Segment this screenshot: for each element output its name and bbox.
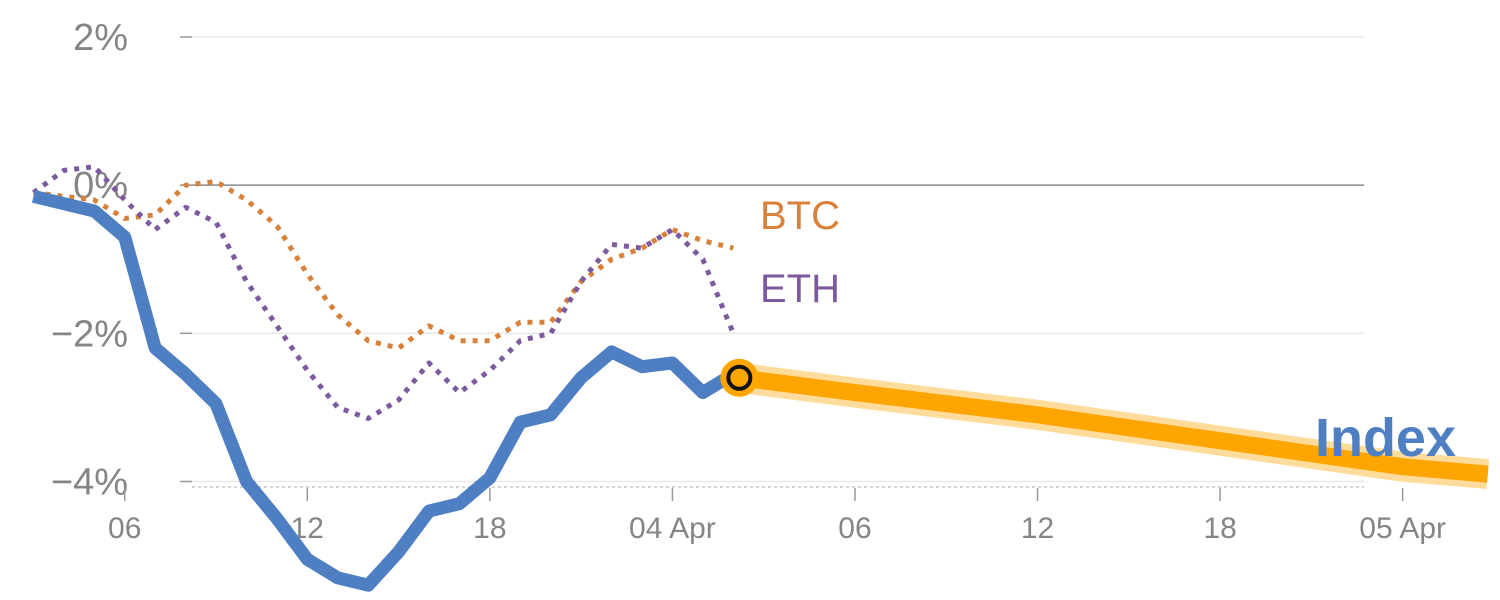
y-tick-label: −2% [51,313,128,355]
series-lines [31,164,737,592]
x-tick-label: 12 [1021,512,1054,545]
x-tick-label: 18 [473,512,506,545]
forecast-band [737,362,1490,490]
series-labels: BTC ETH Index [760,194,1456,468]
x-tick-label: 06 [838,512,871,545]
series-line-btc [33,179,734,351]
series-label-btc: BTC [760,194,840,238]
y-tick-label: 2% [73,17,128,59]
y-axis: 2%0%−2%−4% [51,17,192,503]
x-tick-label: 18 [1203,512,1236,545]
current-point-dot [726,364,753,391]
current-value-marker [720,358,759,397]
series-label-eth: ETH [760,267,840,311]
x-axis: 06 12 18 04 Apr 06 12 18 05 Apr [108,488,1446,545]
series-line-index [31,189,737,592]
x-tick-label: 06 [108,512,141,545]
y-tick-label: −4% [51,461,128,503]
series-label-index: Index [1315,408,1456,468]
forecast-line [738,369,1489,483]
series-line-eth [32,164,736,421]
x-tick-label: 04 Apr [629,512,716,545]
x-tick-label: 05 Apr [1359,512,1446,545]
grid [180,36,1364,483]
